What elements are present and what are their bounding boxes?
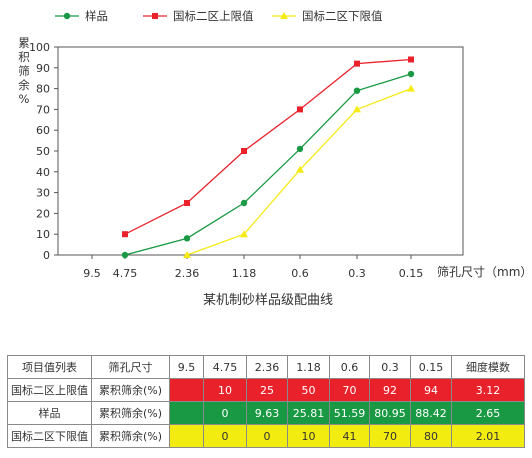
table-row: 样品 累积筛余(%) 0 9.63 25.81 51.59 80.95 88.42 2.65 — [7, 401, 525, 425]
y-axis-label-char: 积 — [18, 50, 30, 64]
y-tick-label: 80 — [36, 83, 50, 96]
table-row: 国标二区下限值 累积筛余(%) 0 0 10 41 70 80 2.01 — [7, 424, 525, 448]
table-cell: 累积筛余(%) — [91, 401, 170, 425]
table-header-cell: 4.75 — [203, 355, 247, 379]
legend-label: 样品 — [85, 9, 108, 23]
data-point — [122, 231, 128, 238]
x-tick-label: 0.6 — [291, 267, 309, 280]
legend-marker — [152, 13, 158, 19]
x-tick-label: 0.15 — [399, 267, 424, 280]
y-tick-label: 60 — [36, 124, 50, 137]
table-cell: 80.95 — [369, 401, 411, 425]
y-axis-label-char: 筛 — [18, 64, 30, 78]
data-point — [241, 148, 247, 154]
table-cell: 累积筛余(%) — [91, 424, 170, 448]
legend-label: 国标二区上限值 — [173, 9, 254, 23]
data-point — [183, 251, 191, 258]
data-point — [240, 230, 248, 238]
y-tick-label: 20 — [36, 207, 50, 220]
table-header-cell: 0.15 — [410, 355, 452, 379]
table-cell — [169, 401, 204, 425]
table-header-cell: 项目值列表 — [7, 355, 92, 379]
data-point — [121, 251, 129, 259]
table-header-row: 项目值列表 筛孔尺寸 9.5 4.75 2.36 1.18 0.6 0.3 0.15 细度模数 — [7, 355, 525, 379]
y-tick-label: 0 — [43, 249, 50, 262]
table-cell: 50 — [287, 378, 330, 402]
table-header-cell: 2.36 — [246, 355, 288, 379]
table-cell — [169, 378, 204, 402]
y-tick-label: 70 — [36, 103, 50, 116]
gradation-chart: 0 10 20 30 40 50 60 70 80 90 100 9.5 4.75 2.36 1.18 0.6… — [18, 9, 532, 308]
series-line-1 — [124, 58, 412, 235]
table-cell: 样品 — [7, 401, 92, 425]
table-cell: 70 — [329, 378, 370, 402]
data-point — [353, 87, 361, 94]
table-cell: 3.12 — [451, 378, 525, 402]
x-tick-label: 1.18 — [232, 267, 257, 280]
x-axis-label: 筛孔尺寸（mm） — [437, 264, 532, 279]
x-tick-label: 4.75 — [113, 267, 138, 280]
table-cell: 2.65 — [451, 401, 525, 425]
table-header-cell: 0.6 — [329, 355, 370, 379]
legend-marker — [280, 12, 288, 19]
y-tick-label: 40 — [36, 166, 50, 179]
table-cell: 国标二区上限值 — [7, 378, 92, 402]
data-point — [407, 84, 415, 92]
table-cell: 0 — [203, 401, 247, 425]
y-axis-label-char: 累 — [18, 36, 30, 50]
legend-marker — [63, 12, 71, 20]
table-cell: 2.01 — [451, 424, 525, 448]
table-row: 国标二区上限值 累积筛余(%) 10 25 50 70 92 94 3.12 — [7, 378, 525, 402]
x-tick-label: 2.36 — [175, 267, 200, 280]
table-cell — [169, 424, 204, 448]
table-header-cell: 9.5 — [169, 355, 204, 379]
data-point — [297, 106, 303, 113]
y-tick-label: 10 — [36, 228, 50, 241]
data-point — [184, 200, 190, 206]
data-point — [296, 145, 304, 153]
table-cell: 9.63 — [246, 401, 288, 425]
y-axis-label-char: 余 — [18, 78, 30, 92]
y-axis-label-char: % — [19, 92, 30, 106]
data-point — [408, 56, 414, 63]
table-cell: 25 — [246, 378, 288, 402]
table-cell: 94 — [410, 378, 452, 402]
table-cell: 41 — [329, 424, 370, 448]
table-cell: 0 — [203, 424, 247, 448]
y-tick-label: 90 — [36, 62, 50, 75]
table-header-cell: 细度模数 — [451, 355, 525, 379]
table-cell: 0 — [246, 424, 288, 448]
table-cell: 25.81 — [287, 401, 330, 425]
data-point — [296, 165, 304, 173]
data-point — [353, 105, 361, 113]
y-tick-label: 30 — [36, 187, 50, 200]
table-header-cell: 1.18 — [287, 355, 330, 379]
series-line-0 — [124, 73, 412, 256]
table-cell: 88.42 — [410, 401, 452, 425]
table-cell: 国标二区下限值 — [7, 424, 92, 448]
table-cell: 10 — [203, 378, 247, 402]
table-cell: 80 — [410, 424, 452, 448]
data-point — [407, 70, 415, 78]
table-cell: 51.59 — [329, 401, 370, 425]
data-point — [354, 60, 360, 67]
y-tick-label: 100 — [29, 41, 50, 54]
chart-title: 某机制砂样品级配曲线 — [203, 293, 333, 308]
plot-frame — [57, 46, 464, 256]
table-cell: 累积筛余(%) — [91, 378, 170, 402]
table-header-cell: 筛孔尺寸 — [91, 355, 170, 379]
table-cell: 92 — [369, 378, 411, 402]
table-cell: 10 — [287, 424, 330, 448]
y-tick-label: 50 — [36, 145, 50, 158]
legend-label: 国标二区下限值 — [302, 9, 383, 23]
data-point — [240, 199, 248, 207]
table-cell: 70 — [369, 424, 411, 448]
x-tick-label: 0.3 — [348, 267, 366, 280]
sieve-data-table: 项目值列表 筛孔尺寸 9.5 4.75 2.36 1.18 0.6 0.3 0.15 细度模数 国标… — [7, 355, 525, 448]
data-point — [183, 235, 191, 242]
table-header-cell: 0.3 — [369, 355, 411, 379]
x-tick-label: 9.5 — [83, 267, 101, 280]
